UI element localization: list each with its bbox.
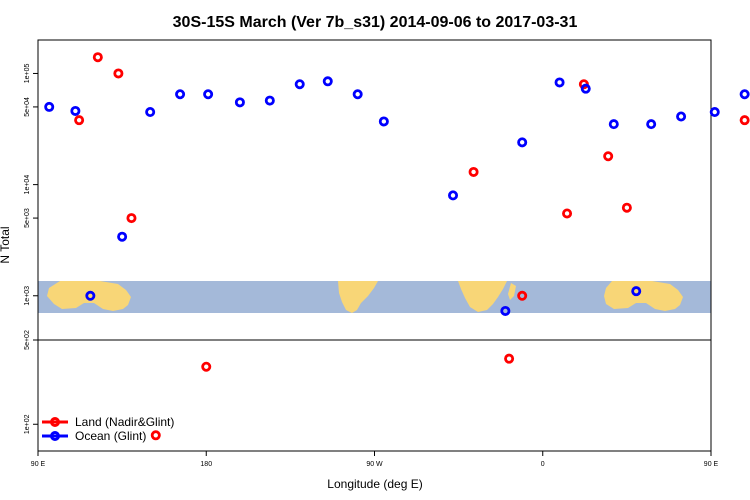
y-tick-label: 1e+05 xyxy=(24,64,31,84)
ocean-point xyxy=(117,231,128,242)
ocean-point xyxy=(175,89,186,100)
ocean-point xyxy=(322,76,333,87)
ocean-point xyxy=(352,89,363,100)
land-point xyxy=(126,213,137,224)
ocean-point xyxy=(85,290,96,301)
ocean-point xyxy=(145,107,156,118)
ocean-point xyxy=(500,305,511,316)
ocean-point xyxy=(646,119,657,130)
x-tick-label: 90 W xyxy=(366,461,383,468)
land-mass-australia xyxy=(47,281,131,311)
ocean-point xyxy=(203,89,214,100)
ocean-point xyxy=(739,89,750,100)
land-point xyxy=(201,361,212,372)
ocean-point xyxy=(517,137,528,148)
y-axis-ticks-lower: 1e+02 5e+02 xyxy=(24,330,38,434)
land-point xyxy=(739,115,750,126)
land-point xyxy=(504,353,515,364)
x-axis-ticks: 90 E 180 90 W 0 90 E xyxy=(31,451,719,468)
y-tick-label: 5e+04 xyxy=(24,97,31,117)
land-point xyxy=(74,115,85,126)
y-tick-label: 1e+04 xyxy=(24,175,31,195)
ocean-point xyxy=(234,97,245,108)
ocean-point xyxy=(554,77,565,88)
land-point xyxy=(113,68,124,79)
land-point xyxy=(517,290,528,301)
legend: Land (Nadir&Glint) Ocean (Glint) xyxy=(42,415,174,443)
ocean-point xyxy=(378,116,389,127)
land-mass-africa xyxy=(458,281,507,312)
ocean-point xyxy=(44,101,55,112)
land-mass-australia-2 xyxy=(604,281,683,311)
land-point xyxy=(92,52,103,63)
land-mass-madagascar xyxy=(508,283,516,300)
land-point xyxy=(562,208,573,219)
ocean-point xyxy=(709,107,720,118)
y-tick-label: 5e+02 xyxy=(24,330,31,350)
y-tick-label: 1e+02 xyxy=(24,414,31,434)
legend-land-marker xyxy=(50,417,60,427)
x-tick-label: 90 E xyxy=(704,461,719,468)
x-tick-label: 0 xyxy=(541,461,545,468)
y-axis-ticks-upper: 1e+03 5e+03 1e+04 5e+04 1e+05 xyxy=(24,64,38,306)
land-mass-south-america xyxy=(338,281,378,313)
y-axis-label: N Total xyxy=(0,226,12,263)
legend-ocean-label: Ocean (Glint) xyxy=(75,429,146,443)
data-points xyxy=(44,52,750,441)
ocean-point xyxy=(448,190,459,201)
y-tick-label: 1e+03 xyxy=(24,286,31,306)
ocean-point xyxy=(294,79,305,90)
x-tick-label: 90 E xyxy=(31,461,46,468)
legend-land-label: Land (Nadir&Glint) xyxy=(75,415,174,429)
ocean-point xyxy=(631,286,642,297)
ocean-point xyxy=(608,119,619,130)
land-point xyxy=(468,166,479,177)
ocean-point xyxy=(580,83,591,94)
ocean-point xyxy=(264,95,275,106)
land-point xyxy=(150,430,161,441)
land-point xyxy=(621,202,632,213)
map-background xyxy=(38,281,711,313)
x-tick-label: 180 xyxy=(200,461,212,468)
land-point xyxy=(603,151,614,162)
legend-ocean-marker xyxy=(50,431,60,441)
y-tick-label: 5e+03 xyxy=(24,208,31,228)
ocean-point xyxy=(676,111,687,122)
x-axis-label: Longitude (deg E) xyxy=(327,477,422,491)
chart-title: 30S-15S March (Ver 7b_s31) 2014-09-06 to… xyxy=(173,14,578,31)
ocean-point xyxy=(70,105,81,116)
